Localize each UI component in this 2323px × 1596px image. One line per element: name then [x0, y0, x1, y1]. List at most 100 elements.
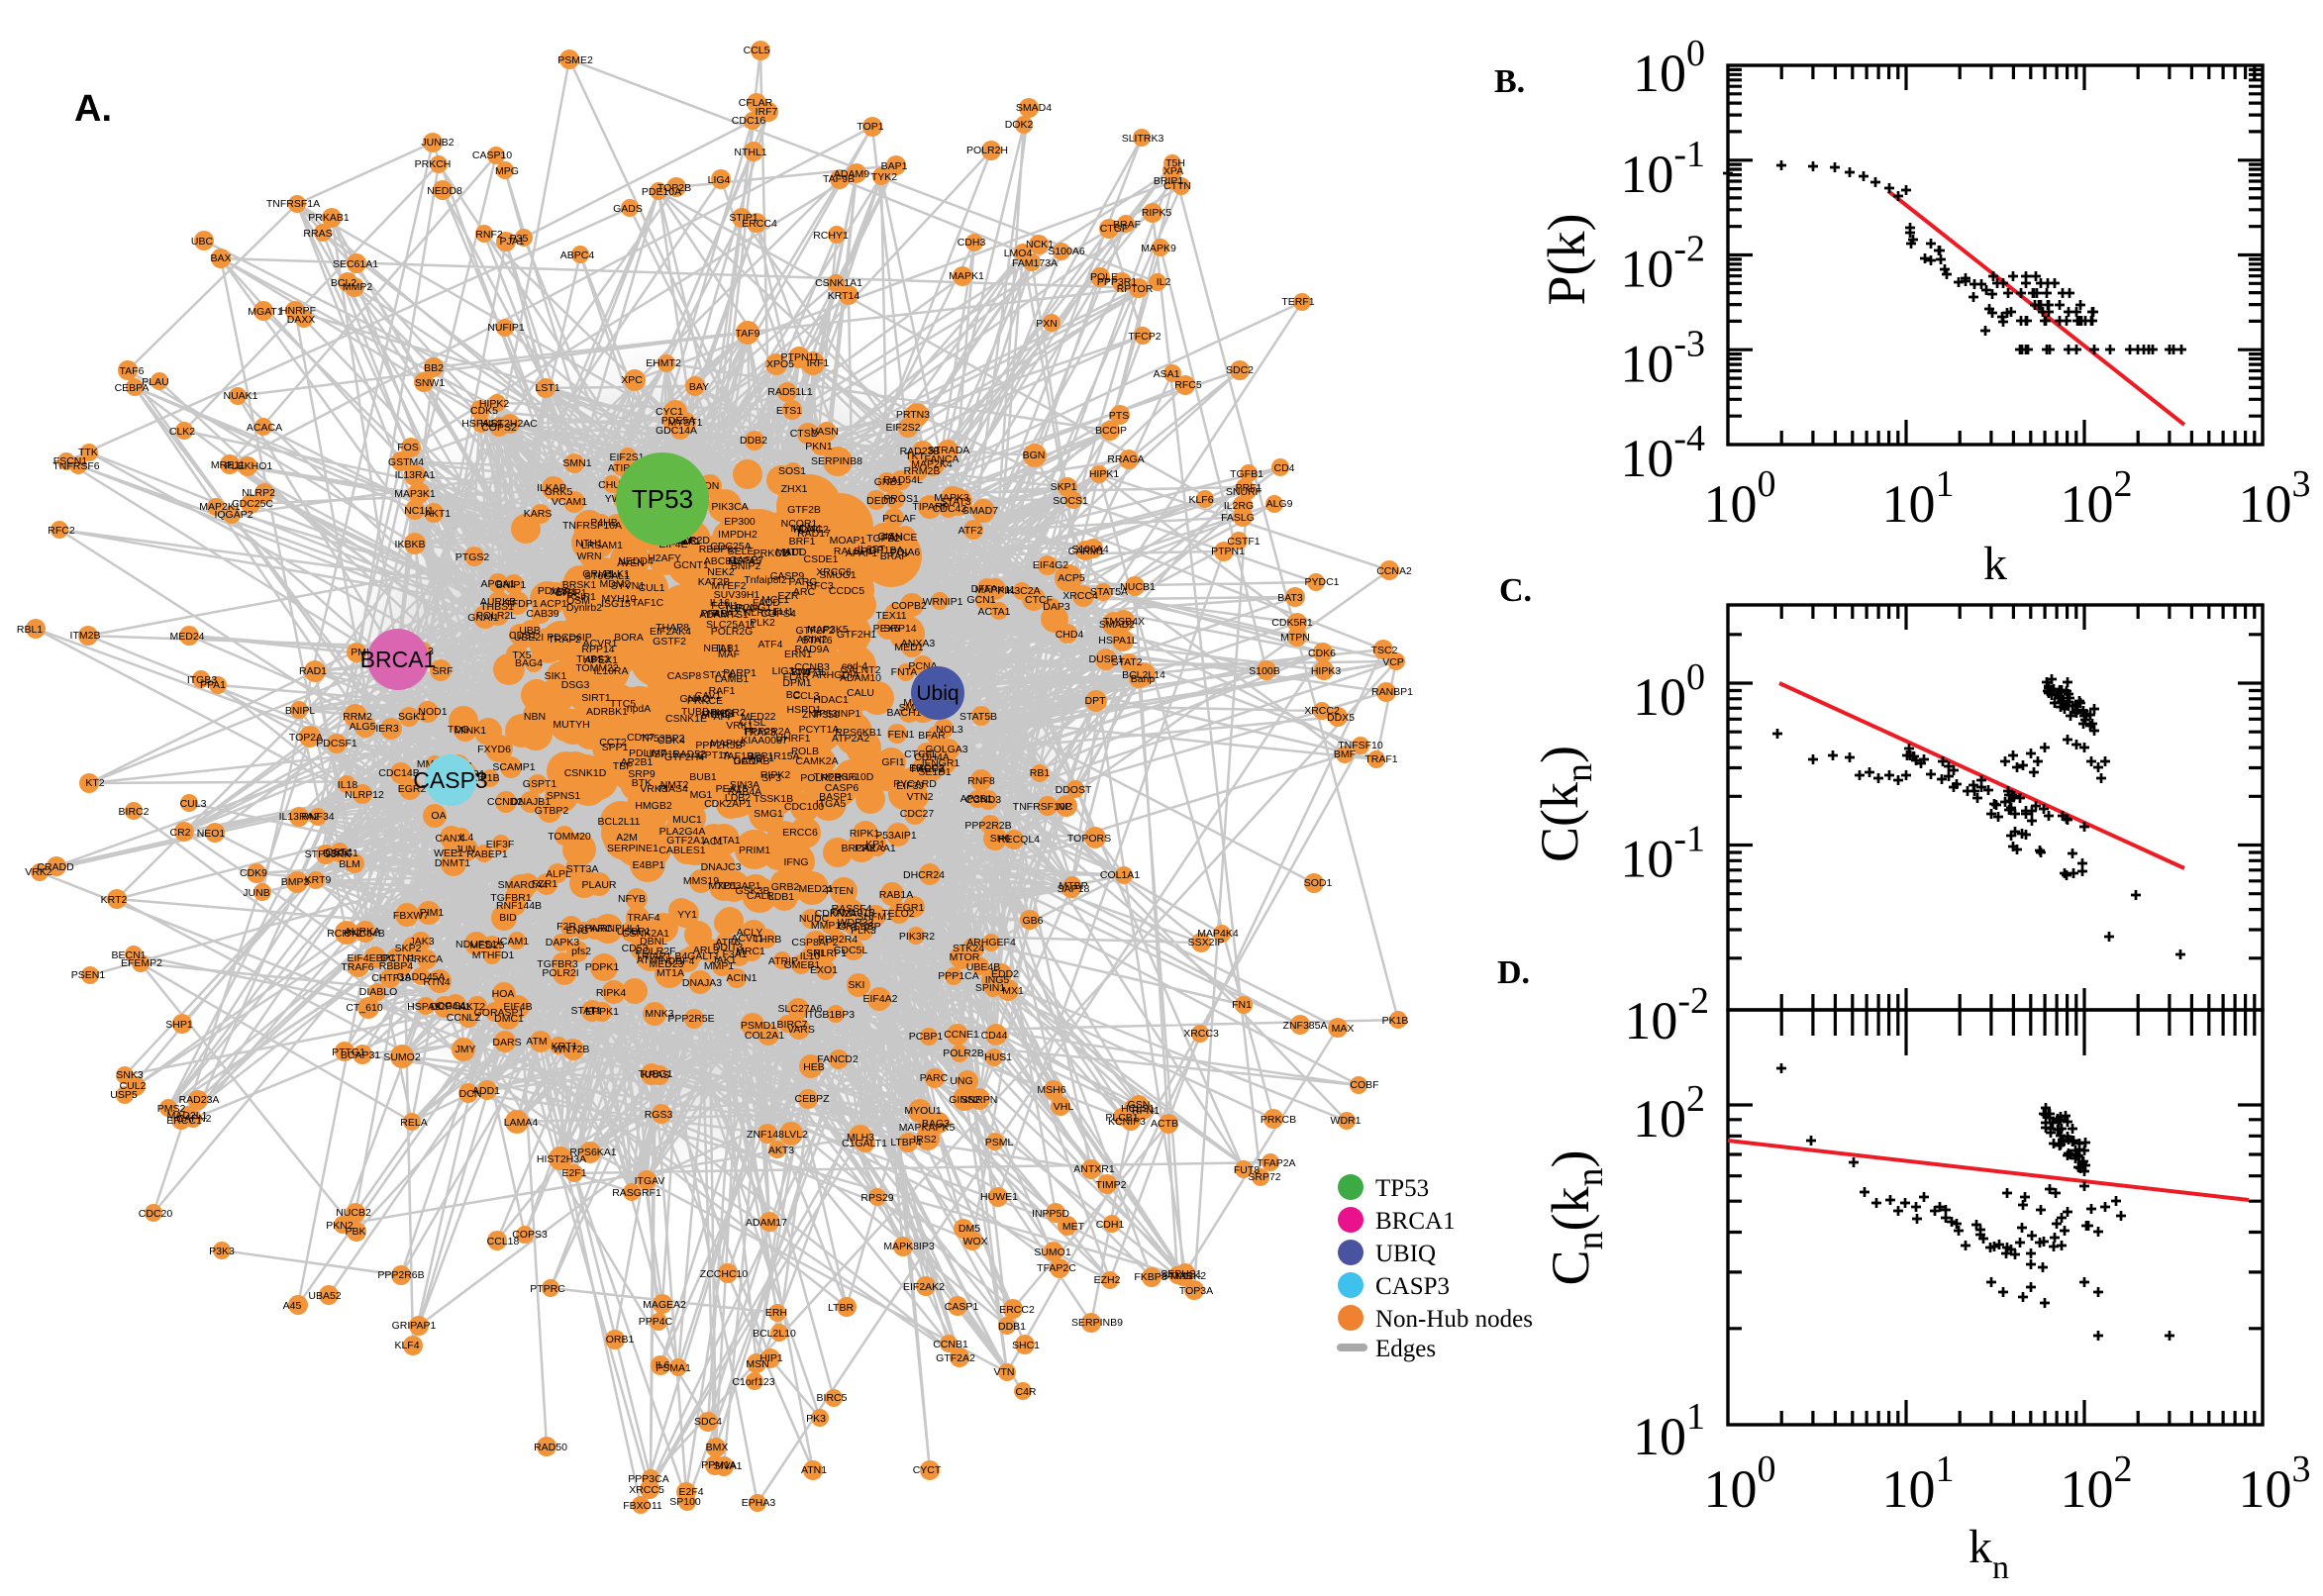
svg-text:ADRBK1: ADRBK1 [586, 706, 628, 718]
svg-text:SNK3: SNK3 [116, 1069, 144, 1081]
svg-text:CALR: CALR [747, 890, 774, 902]
svg-text:MTOR: MTOR [950, 951, 980, 963]
svg-text:ACIN1: ACIN1 [727, 972, 758, 984]
svg-text:VRK3: VRK3 [640, 783, 667, 795]
svg-text:IL13RA2: IL13RA2 [279, 811, 320, 823]
svg-text:RASSF4: RASSF4 [832, 903, 872, 915]
svg-text:EIF3J: EIF3J [896, 780, 923, 792]
svg-text:VTN2: VTN2 [907, 791, 934, 803]
svg-text:XRCC2: XRCC2 [1304, 705, 1340, 717]
svg-text:MSH6: MSH6 [1037, 1084, 1065, 1096]
svg-text:ATMIN: ATMIN [637, 954, 668, 966]
svg-text:COPS3: COPS3 [512, 1229, 548, 1241]
svg-text:TP53AP1: TP53AP1 [717, 880, 761, 892]
svg-text:CPT1A: CPT1A [697, 749, 731, 761]
svg-text:BCL2L14: BCL2L14 [1122, 669, 1165, 681]
svg-text:TX5: TX5 [512, 649, 531, 661]
svg-text:MAPK11: MAPK11 [975, 584, 1016, 596]
svg-text:BASP1: BASP1 [819, 791, 853, 803]
svg-text:PRKAA1: PRKAA1 [855, 843, 896, 854]
svg-text:JUNB2: JUNB2 [421, 137, 454, 149]
svg-text:GANAB: GANAB [734, 755, 770, 767]
svg-text:ABCB1: ABCB1 [704, 555, 739, 567]
svg-text:AKT1: AKT1 [425, 508, 451, 520]
svg-text:TAF9: TAF9 [736, 328, 760, 340]
svg-text:BMP3: BMP3 [281, 876, 310, 888]
svg-text:IL13RA1: IL13RA1 [395, 469, 436, 481]
svg-text:P35: P35 [510, 233, 529, 245]
svg-text:OA: OA [431, 810, 446, 822]
svg-text:ARHGDIA: ARHGDIA [812, 669, 859, 681]
svg-text:SPP1: SPP1 [602, 742, 629, 753]
svg-text:FAM101B: FAM101B [830, 907, 875, 919]
svg-text:PPP3CA: PPP3CA [628, 1473, 668, 1485]
svg-text:GFI1: GFI1 [881, 756, 904, 768]
svg-text:IL10: IL10 [800, 950, 821, 962]
svg-text:BAG4: BAG4 [515, 657, 543, 669]
svg-text:PEA15: PEA15 [716, 783, 749, 795]
svg-text:NP: NP [1058, 801, 1072, 813]
svg-text:PSMA1: PSMA1 [656, 1362, 691, 1374]
svg-text:PARC: PARC [920, 1072, 949, 1084]
svg-text:CAV1: CAV1 [695, 690, 722, 702]
svg-text:DNAJB1: DNAJB1 [511, 796, 551, 808]
svg-text:NEDD8: NEDD8 [427, 185, 462, 197]
svg-text:MINK1: MINK1 [454, 725, 486, 737]
svg-text:CDC14B: CDC14B [378, 767, 419, 779]
svg-text:MMP2: MMP2 [343, 281, 372, 293]
svg-text:100: 100 [1633, 656, 1705, 727]
svg-text:RNF34: RNF34 [301, 811, 334, 823]
svg-text:RFC3: RFC3 [806, 580, 834, 592]
svg-text:CCL5: CCL5 [744, 45, 770, 56]
svg-text:LAMA4: LAMA4 [504, 1117, 539, 1129]
svg-text:MAP2K4: MAP2K4 [911, 458, 953, 470]
svg-text:NLRC4: NLRC4 [744, 607, 778, 619]
svg-text:SKP2: SKP2 [395, 943, 422, 954]
svg-text:XRCC3: XRCC3 [1183, 1028, 1219, 1040]
svg-text:AP2B1: AP2B1 [621, 756, 654, 768]
svg-text:KLF6: KLF6 [1188, 494, 1213, 506]
svg-text:NEK2: NEK2 [707, 566, 735, 578]
svg-text:CAB39: CAB39 [526, 608, 558, 620]
svg-text:LDB2: LDB2 [725, 792, 751, 804]
svg-text:MED24: MED24 [169, 631, 204, 643]
svg-text:HDAC1: HDAC1 [813, 694, 849, 706]
svg-text:SNW1: SNW1 [415, 377, 445, 389]
svg-text:SDC4: SDC4 [694, 1416, 722, 1428]
svg-text:SHP1: SHP1 [165, 1019, 193, 1031]
svg-text:KLF4: KLF4 [394, 1340, 419, 1351]
svg-text:RFC5: RFC5 [1174, 379, 1202, 391]
svg-text:EPHA3: EPHA3 [742, 1497, 776, 1509]
svg-text:RAD54L: RAD54L [883, 474, 923, 486]
svg-text:CYC1: CYC1 [656, 406, 683, 418]
svg-text:TNFRSF1A: TNFRSF1A [266, 198, 320, 210]
svg-text:PYDC1: PYDC1 [1304, 576, 1339, 588]
svg-text:PXN: PXN [1036, 318, 1058, 330]
svg-text:HUS1: HUS1 [984, 1051, 1012, 1063]
svg-text:APOA1: APOA1 [480, 578, 515, 590]
svg-text:PRKCA: PRKCA [407, 953, 443, 965]
svg-text:DM5: DM5 [959, 1223, 980, 1235]
svg-text:CDH1: CDH1 [1096, 1219, 1125, 1231]
svg-text:Cn(kn): Cn(kn) [1541, 1150, 1611, 1286]
svg-text:KRT9: KRT9 [305, 874, 332, 886]
svg-text:GTF2A2: GTF2A2 [936, 1352, 975, 1364]
svg-text:SMUG1: SMUG1 [819, 569, 857, 581]
svg-text:GSK3B: GSK3B [735, 885, 769, 897]
svg-text:RPS6KB1: RPS6KB1 [835, 727, 881, 739]
svg-text:PPP2R5B: PPP2R5B [695, 740, 742, 751]
svg-text:PDE10A: PDE10A [642, 186, 681, 198]
svg-text:ATP2A2: ATP2A2 [832, 733, 869, 745]
svg-text:TGFBR3: TGFBR3 [537, 958, 578, 970]
svg-text:GSTF2: GSTF2 [653, 636, 686, 648]
svg-text:ITGAV: ITGAV [635, 1175, 665, 1187]
svg-text:CCDC5: CCDC5 [829, 585, 864, 597]
svg-text:CD53: CD53 [622, 943, 649, 954]
svg-text:PMS2: PMS2 [157, 1103, 186, 1115]
svg-text:CDKN2A: CDKN2A [815, 908, 858, 920]
svg-text:CSNK1A1: CSNK1A1 [815, 277, 862, 289]
svg-text:APEX1: APEX1 [584, 654, 618, 666]
svg-text:TIMP2: TIMP2 [1096, 1179, 1127, 1191]
svg-text:STT3A: STT3A [566, 863, 599, 875]
svg-text:HIPK2: HIPK2 [479, 398, 510, 410]
